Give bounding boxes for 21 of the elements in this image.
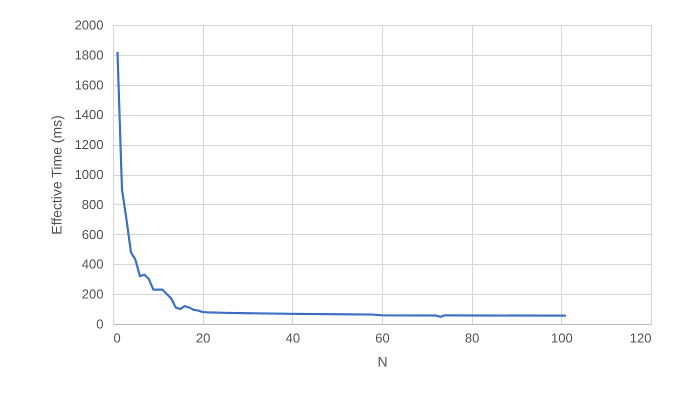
y-tick-label: 1200 [74,137,104,152]
y-tick-label: 400 [82,256,104,272]
x-axis-title: N [377,354,388,370]
x-tick-label: 60 [375,330,390,346]
x-tick-label: 120 [630,330,652,346]
y-tick-label: 600 [82,226,104,242]
y-tick-label: 1400 [74,107,104,122]
y-tick-label: 1000 [74,167,104,182]
y-tick-label: 2000 [74,18,104,32]
x-tick-label: 0 [114,330,121,346]
x-tick-label: 20 [196,330,210,346]
y-tick-label: 800 [82,196,104,212]
y-tick-label: 200 [82,286,104,302]
y-tick-label: 1800 [74,47,104,62]
y-tick-label: 1600 [74,77,104,92]
x-tick-label: 80 [464,330,480,346]
x-tick-label: 40 [286,330,300,346]
x-tick-label: 100 [550,330,573,346]
y-tick-label: 0 [96,316,104,332]
y-axis-title: Effective Time (ms) [48,115,65,235]
line-series [116,50,567,318]
